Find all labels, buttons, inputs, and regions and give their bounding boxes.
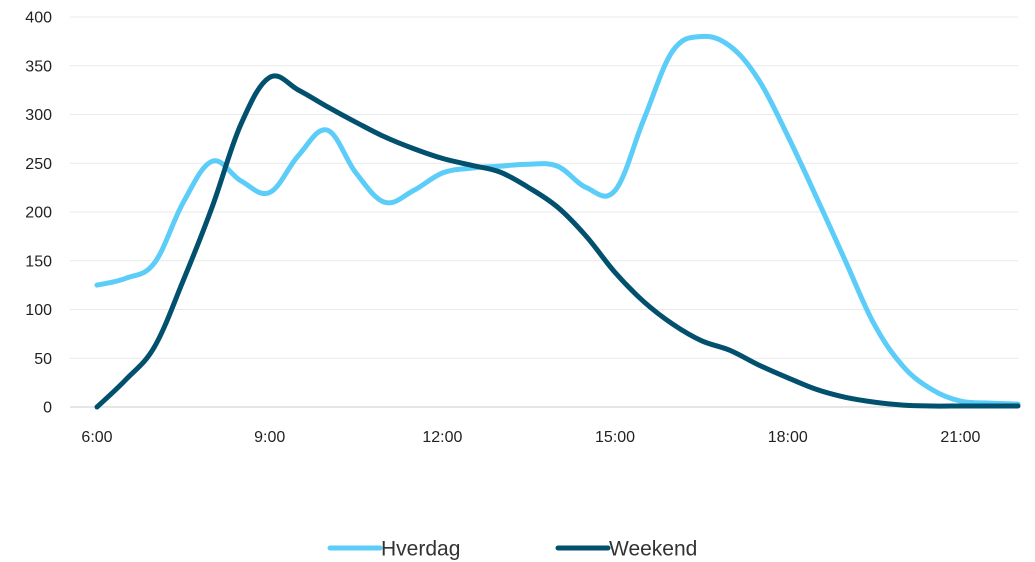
x-tick-label: 15:00	[595, 429, 635, 446]
series-line-weekend	[94, 73, 1021, 410]
x-tick-label: 6:00	[81, 429, 112, 446]
x-axis-tick-labels: 6:00 9:00 12:00 15:00 18:00 21:00	[81, 429, 980, 446]
legend-label-hverdag: Hverdag	[381, 538, 460, 561]
x-tick-label: 9:00	[254, 429, 285, 446]
x-tick-label: 21:00	[940, 429, 980, 446]
legend-label-weekend: Weekend	[609, 538, 697, 561]
y-tick-label: 300	[25, 107, 52, 124]
series-lines	[94, 33, 1021, 410]
y-tick-label: 400	[25, 10, 52, 27]
y-tick-label: 250	[25, 156, 52, 173]
y-tick-label: 0	[43, 400, 52, 417]
x-tick-label: 18:00	[768, 429, 808, 446]
y-tick-label: 50	[34, 351, 52, 368]
legend: Hverdag Weekend	[327, 538, 697, 561]
series-line-hverdag	[94, 33, 1021, 407]
y-tick-label: 100	[25, 302, 52, 319]
y-tick-label: 150	[25, 253, 52, 270]
y-tick-label: 350	[25, 58, 52, 75]
y-axis-tick-labels: 0 50 100 150 200 250 300 350 400	[25, 10, 52, 417]
y-tick-label: 200	[25, 205, 52, 222]
x-tick-label: 12:00	[422, 429, 462, 446]
